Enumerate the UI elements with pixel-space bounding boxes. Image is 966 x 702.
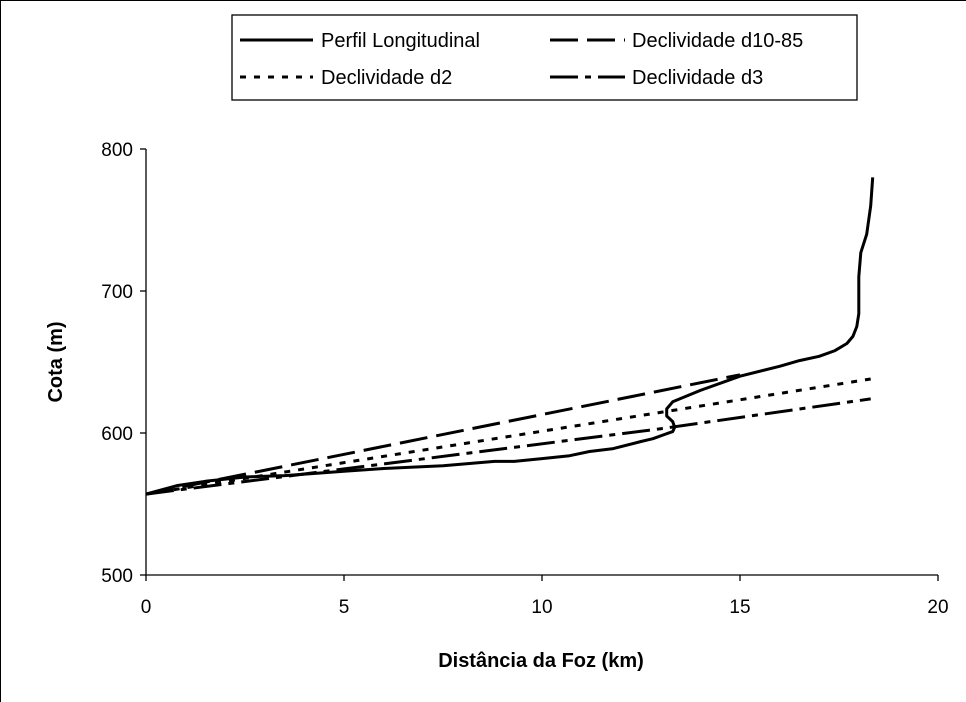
series-layer bbox=[145, 177, 875, 496]
y-ticks: 500 600 700 800 bbox=[101, 140, 146, 587]
legend-box bbox=[231, 14, 858, 101]
legend-label-declividade-d3: Declividade d3 bbox=[632, 67, 763, 89]
y-tick-label: 700 bbox=[101, 282, 133, 303]
y-tick-label: 800 bbox=[101, 140, 133, 161]
legend: Perfil Longitudinal Declividade d10-85 D… bbox=[231, 14, 858, 101]
x-ticks: 0 5 10 15 20 bbox=[141, 575, 949, 618]
x-tick-label: 10 bbox=[531, 597, 552, 618]
legend-label-perfil-longitudinal: Perfil Longitudinal bbox=[321, 30, 480, 52]
x-tick-label: 20 bbox=[927, 597, 948, 618]
series-line-declividade-d2 bbox=[145, 377, 871, 496]
x-tick-label: 5 bbox=[339, 597, 350, 618]
series-line-declividade-d3 bbox=[145, 397, 871, 496]
x-tick-label: 15 bbox=[729, 597, 750, 618]
y-tick-label: 500 bbox=[101, 566, 133, 587]
series-line-perfil-longitudinal bbox=[145, 177, 875, 496]
y-tick-label: 600 bbox=[101, 424, 133, 445]
series-line-declividade-d10-85 bbox=[145, 373, 741, 496]
x-tick-label: 0 bbox=[141, 597, 152, 618]
axes bbox=[145, 149, 938, 576]
legend-label-declividade-d2: Declividade d2 bbox=[321, 67, 452, 89]
x-axis-title: Distância da Foz (km) bbox=[438, 650, 644, 672]
legend-label-declividade-d10-85: Declividade d10-85 bbox=[632, 30, 803, 52]
y-axis-title: Cota (m) bbox=[45, 321, 67, 402]
